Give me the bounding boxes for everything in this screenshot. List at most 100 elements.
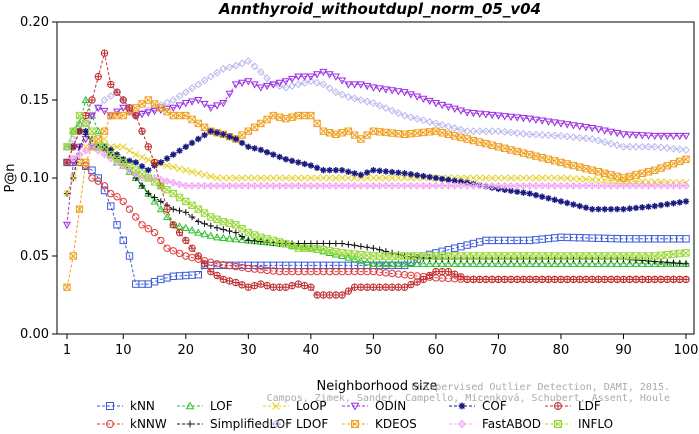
data-point (307, 240, 315, 247)
data-point (194, 228, 203, 236)
data-point (413, 181, 422, 190)
legend-item-inflo: INFLO (545, 417, 613, 431)
data-point (338, 174, 346, 182)
data-point (356, 81, 365, 89)
x-tick-label: 10 (115, 343, 132, 358)
data-point (206, 231, 215, 239)
data-point (300, 78, 309, 87)
data-point (194, 80, 203, 89)
data-point (520, 189, 527, 196)
data-point (106, 402, 114, 410)
data-point (125, 205, 134, 213)
data-point (488, 174, 496, 182)
data-point (557, 158, 565, 167)
data-point (106, 92, 115, 101)
data-point (257, 119, 265, 128)
data-point (625, 142, 634, 151)
data-point (138, 163, 146, 170)
data-point (519, 174, 527, 182)
data-point (631, 131, 641, 140)
data-point (444, 267, 453, 276)
data-point (632, 204, 640, 212)
data-point (382, 248, 390, 255)
data-point (457, 125, 465, 134)
data-point (350, 402, 360, 411)
data-point (288, 174, 296, 182)
data-point (438, 175, 446, 183)
data-point (188, 201, 196, 209)
data-point (301, 174, 309, 182)
data-point (319, 127, 328, 135)
data-point (394, 181, 403, 190)
data-point (294, 80, 303, 89)
data-point (288, 113, 296, 121)
data-point (419, 95, 428, 103)
data-point (175, 92, 184, 101)
data-point (563, 132, 572, 141)
data-point (175, 165, 184, 173)
data-point (607, 206, 615, 213)
data-point (238, 225, 246, 233)
data-point (532, 174, 540, 182)
series-line (66, 133, 687, 265)
data-point (238, 233, 246, 240)
data-point (182, 197, 190, 206)
data-point (588, 125, 597, 133)
data-point (444, 181, 453, 190)
data-point (607, 275, 615, 284)
data-point (382, 283, 390, 291)
data-point (513, 174, 521, 182)
data-point (144, 106, 153, 115)
data-point (100, 135, 109, 143)
data-point (75, 158, 84, 166)
data-point (600, 181, 609, 190)
data-point (119, 111, 127, 120)
data-point (106, 420, 114, 428)
data-point (525, 275, 534, 284)
data-point (185, 401, 195, 410)
data-point (563, 174, 571, 182)
data-point (119, 197, 127, 206)
data-point (526, 174, 534, 182)
data-point (500, 275, 509, 284)
data-point (557, 181, 565, 190)
data-point (669, 275, 678, 284)
data-point (463, 181, 472, 190)
data-point (288, 75, 297, 84)
data-point (438, 121, 447, 129)
data-point (163, 205, 171, 213)
data-point (200, 229, 209, 238)
data-point (201, 131, 208, 139)
data-point (419, 275, 428, 284)
data-point (194, 181, 203, 190)
data-point (301, 240, 308, 247)
data-point (219, 217, 228, 226)
data-point (388, 174, 396, 182)
data-point (272, 402, 280, 410)
data-point (594, 168, 603, 176)
data-point (145, 167, 152, 174)
data-point (670, 259, 677, 267)
data-point (494, 112, 503, 120)
data-point (644, 132, 653, 140)
data-point (200, 260, 209, 268)
data-point (82, 111, 90, 120)
data-point (444, 122, 453, 131)
data-point (369, 259, 378, 267)
data-point (163, 155, 171, 162)
data-point (82, 158, 90, 167)
data-point (594, 126, 603, 134)
data-point (163, 186, 171, 194)
data-point (507, 174, 515, 182)
data-point (162, 212, 172, 221)
legend-label: kNNW (130, 417, 167, 431)
data-point (275, 79, 284, 88)
data-point (244, 283, 253, 291)
y-tick-label: 0.15 (20, 93, 49, 108)
data-point (438, 129, 446, 137)
data-point (370, 167, 377, 174)
data-point (632, 171, 640, 179)
data-point (288, 241, 297, 249)
data-point (513, 147, 521, 156)
data-point (88, 166, 96, 174)
